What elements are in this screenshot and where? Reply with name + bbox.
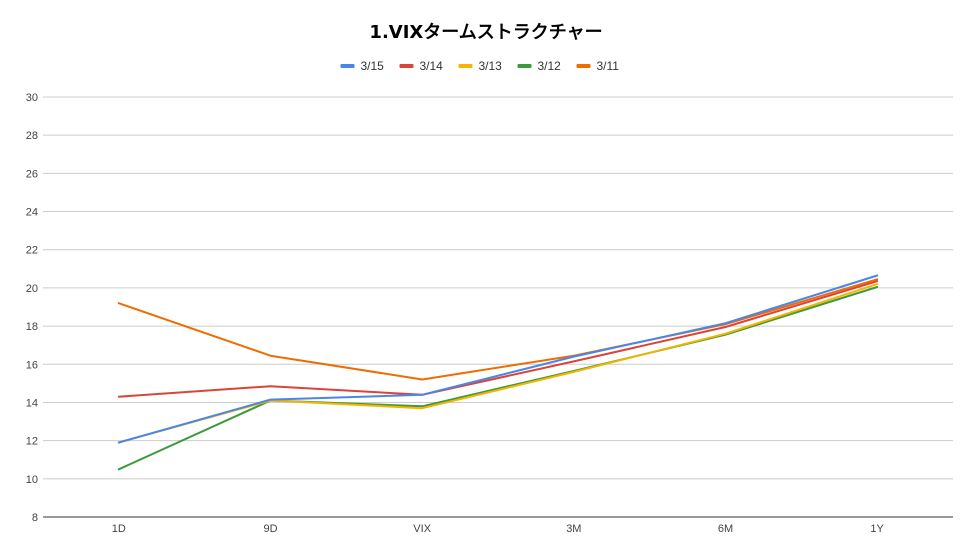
y-tick-label: 16 bbox=[26, 359, 38, 371]
x-tick-label: 1Y bbox=[870, 523, 884, 535]
legend-label: 3/13 bbox=[479, 59, 503, 73]
y-tick-label: 26 bbox=[26, 168, 38, 180]
series-line-3-11 bbox=[117, 278, 879, 381]
y-axis-ticks: 8 10 12 14 16 18 20 22 24 26 28 30 bbox=[26, 92, 38, 524]
legend-item: 3/14 bbox=[399, 59, 444, 73]
y-tick-label: 28 bbox=[26, 130, 38, 142]
chart-title: 1.VIXタームストラクチャー bbox=[369, 22, 602, 43]
x-tick-label: 9D bbox=[263, 523, 277, 535]
y-tick-label: 24 bbox=[26, 207, 38, 219]
legend-swatch bbox=[399, 64, 414, 68]
series-line-3-14 bbox=[117, 280, 879, 398]
y-tick-label: 14 bbox=[26, 397, 38, 409]
x-tick-label: 3M bbox=[566, 523, 581, 535]
y-tick-label: 8 bbox=[32, 512, 38, 524]
legend-item: 3/12 bbox=[517, 59, 562, 73]
legend-label: 3/14 bbox=[420, 59, 444, 73]
gridlines bbox=[43, 96, 953, 518]
legend-item: 3/13 bbox=[458, 59, 503, 73]
legend-label: 3/15 bbox=[361, 59, 385, 73]
legend-swatch bbox=[517, 64, 532, 68]
legend-label: 3/12 bbox=[538, 59, 562, 73]
series-line-3-12 bbox=[117, 286, 879, 471]
series-lines bbox=[117, 274, 879, 471]
y-tick-label: 12 bbox=[26, 436, 38, 448]
legend-item: 3/15 bbox=[340, 59, 385, 73]
legend-swatch bbox=[340, 64, 355, 68]
x-tick-label: VIX bbox=[413, 523, 431, 535]
x-tick-label: 6M bbox=[718, 523, 733, 535]
y-tick-label: 20 bbox=[26, 283, 38, 295]
y-tick-label: 10 bbox=[26, 474, 38, 486]
legend-swatch bbox=[576, 64, 591, 68]
x-tick-label: 1D bbox=[112, 523, 126, 535]
legend-swatch bbox=[458, 64, 473, 68]
series-line-3-15 bbox=[117, 274, 879, 444]
y-tick-label: 30 bbox=[26, 92, 38, 104]
legend: 3/15 3/14 3/13 3/12 3/11 bbox=[340, 59, 620, 73]
x-axis-ticks: 1D 9D VIX 3M 6M 1Y bbox=[112, 523, 885, 535]
legend-label: 3/11 bbox=[597, 59, 620, 73]
legend-item: 3/11 bbox=[576, 59, 620, 73]
y-tick-label: 22 bbox=[26, 245, 38, 257]
y-tick-label: 18 bbox=[26, 321, 38, 333]
